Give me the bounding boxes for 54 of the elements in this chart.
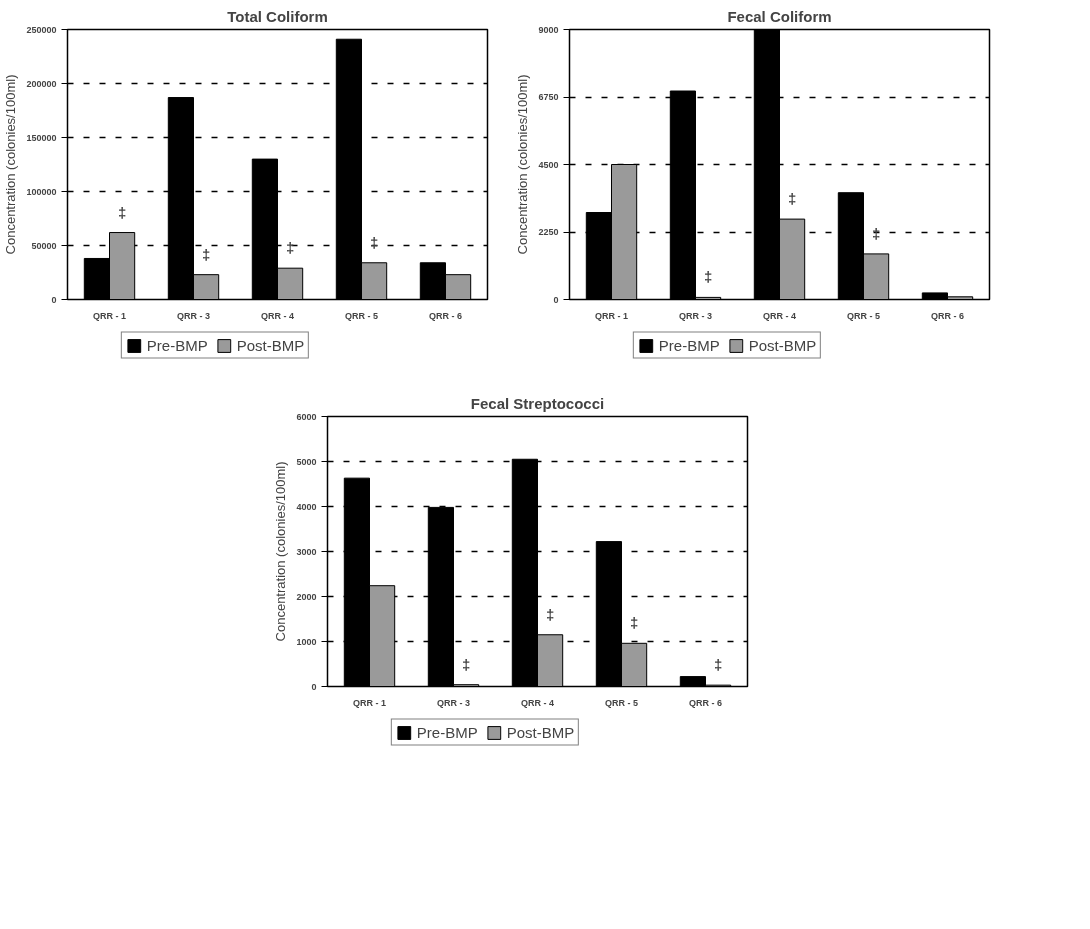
annotation: ‡ <box>201 245 211 263</box>
x-tick-label: QRR - 4 <box>521 697 555 708</box>
y-tick-label: 4500 <box>538 159 559 170</box>
legend-label: Pre-BMP <box>658 336 720 354</box>
annotation: ‡ <box>713 656 723 674</box>
y-tick-label: 3000 <box>296 546 317 557</box>
y-tick-label: 0 <box>553 294 559 305</box>
y-tick-label: 250000 <box>26 24 57 35</box>
y-axis-title: Concentration (colonies/100ml) <box>273 461 289 642</box>
x-tick-label: QRR - 1 <box>93 310 127 321</box>
y-tick-label: 5000 <box>296 456 317 467</box>
x-tick-label: QRR - 5 <box>345 310 379 321</box>
y-tick-label: 6750 <box>538 92 559 102</box>
legend-label: Post-BMP <box>748 336 817 354</box>
annotation: ‡ <box>545 605 555 623</box>
y-tick-label: 6000 <box>296 411 317 422</box>
annotation: ‡ <box>285 239 295 257</box>
chart-title: Fecal Coliform <box>727 7 832 25</box>
x-tick-label: QRR - 1 <box>353 697 387 708</box>
y-axis-title: Concentration (colonies/100ml) <box>515 74 531 255</box>
x-tick-label: QRR - 5 <box>847 310 881 321</box>
chart-title: Fecal Streptococci <box>470 394 605 412</box>
y-tick-label: 4000 <box>296 501 317 512</box>
y-tick-label: 150000 <box>26 132 57 143</box>
x-tick-label: QRR - 6 <box>429 310 463 321</box>
x-tick-label: QRR - 3 <box>437 697 471 708</box>
annotation: ‡ <box>117 203 127 221</box>
x-tick-label: QRR - 6 <box>689 697 723 708</box>
legend-label: Post-BMP <box>236 336 305 354</box>
x-tick-label: QRR - 5 <box>605 697 639 708</box>
y-tick-label: 0 <box>51 294 57 305</box>
annotation: ‡ <box>703 268 713 286</box>
x-tick-label: QRR - 4 <box>261 310 295 321</box>
annotation: ‡ <box>629 614 639 632</box>
y-tick-label: 200000 <box>26 78 57 89</box>
annotation: ‡ <box>787 190 797 208</box>
x-tick-label: QRR - 3 <box>177 310 211 321</box>
annotation: ‡ <box>461 655 471 673</box>
y-tick-label: 9000 <box>538 24 559 35</box>
y-tick-label: 2000 <box>296 591 317 602</box>
legend-label: Post-BMP <box>506 723 575 741</box>
legend-label: Pre-BMP <box>416 723 478 741</box>
y-axis-title: Concentration (colonies/100ml) <box>3 74 19 255</box>
y-tick-label: 1000 <box>296 636 317 647</box>
legend-label: Pre-BMP <box>146 336 208 354</box>
y-tick-label: 50000 <box>31 240 57 251</box>
y-tick-label: 2250 <box>538 227 559 237</box>
y-tick-label: 100000 <box>26 186 57 197</box>
x-tick-label: QRR - 6 <box>931 310 965 321</box>
y-tick-label: 0 <box>311 681 317 692</box>
x-tick-label: QRR - 1 <box>595 310 629 321</box>
x-tick-label: QRR - 3 <box>679 310 713 321</box>
x-tick-label: QRR - 4 <box>763 310 797 321</box>
chart-title: Total Coliform <box>227 7 328 25</box>
